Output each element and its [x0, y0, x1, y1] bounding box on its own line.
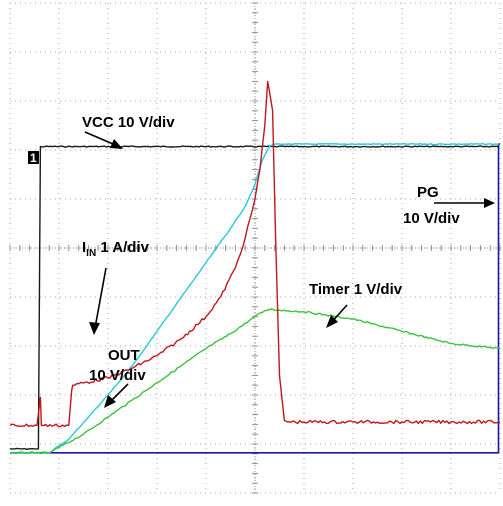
- arrow-timer-head: [326, 315, 338, 328]
- arrow-out-head: [104, 395, 116, 408]
- label-iin-subscript: IN: [86, 248, 96, 259]
- series-timer-line: [9, 308, 501, 455]
- arrow-iin-head: [89, 322, 100, 335]
- series-pg-line: [10, 143, 500, 454]
- label-iin-main: I: [82, 239, 86, 256]
- arrow-iin: [94, 267, 107, 329]
- label-timer: Timer 1 V/div: [309, 281, 403, 298]
- annotation-arrows: [84, 131, 495, 408]
- label-pg-line1: PG: [417, 184, 439, 201]
- series-out-line: [9, 142, 500, 454]
- arrow-pg-head: [484, 198, 495, 208]
- series-iin-line: [9, 80, 501, 428]
- label-out-line2: 10 V/div: [89, 367, 146, 384]
- label-iin-rest: 1 A/div: [96, 239, 149, 256]
- channel-marker: [28, 151, 39, 164]
- arrow-vcc-head: [110, 139, 123, 149]
- label-vcc: VCC 10 V/div: [82, 114, 175, 131]
- traces: [9, 80, 501, 455]
- channel-marker-label: 1: [30, 151, 37, 165]
- series-vcc-line: [10, 145, 500, 450]
- label-out-line1: OUT: [108, 347, 140, 364]
- label-iin: IIN 1 A/div: [82, 239, 150, 259]
- label-pg-line2: 10 V/div: [403, 210, 460, 227]
